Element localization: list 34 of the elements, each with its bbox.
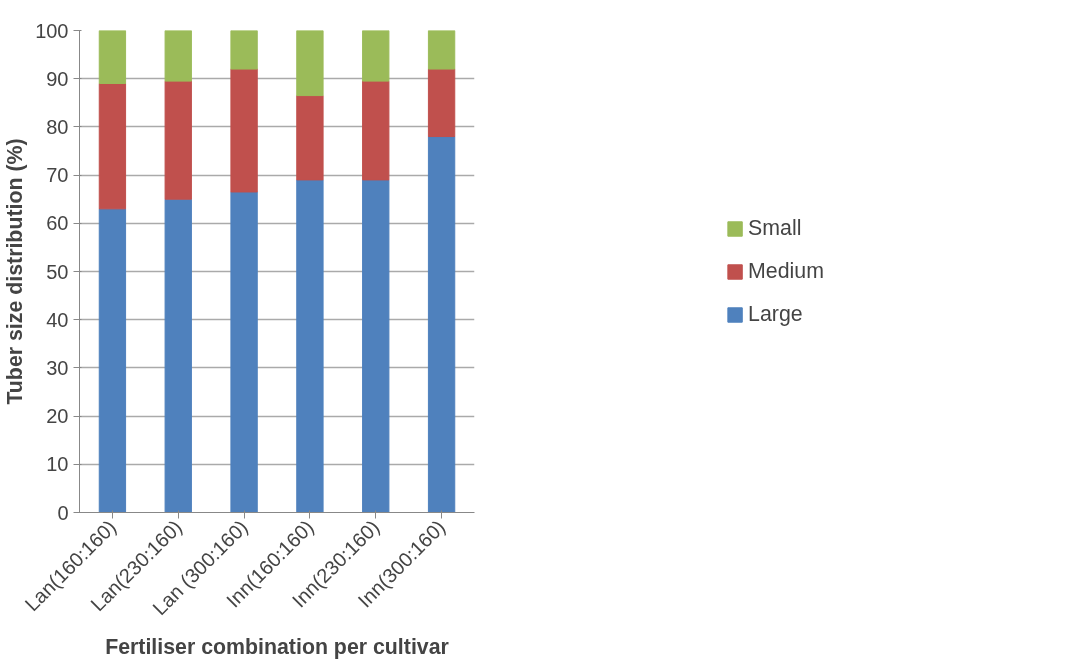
bar [296, 179, 324, 513]
bar [230, 191, 258, 513]
x-axis-title: Fertiliser combination per cultivar [105, 635, 449, 660]
bar [362, 30, 390, 82]
y-tick-label: 90 [46, 67, 69, 90]
y-tick-label: 70 [46, 164, 69, 187]
y-tick-label: 20 [46, 405, 69, 428]
y-tick-label: 100 [35, 19, 69, 42]
legend-label: Large [748, 301, 803, 327]
y-tick-label: 10 [46, 453, 69, 476]
bar [164, 198, 192, 513]
y-tick-label: 0 [57, 501, 69, 524]
bar [296, 95, 324, 181]
y-tick-label: 30 [46, 356, 69, 379]
bar [296, 30, 324, 97]
bar [164, 30, 192, 82]
bar [98, 30, 127, 85]
bar [164, 80, 192, 200]
bar [230, 68, 258, 193]
bar [98, 83, 127, 210]
bar [427, 30, 456, 70]
legend-label: Medium [748, 258, 824, 284]
y-axis-title: Tuber size distribution (%) [3, 138, 28, 405]
y-tick-label: 40 [46, 308, 69, 331]
bar [427, 136, 456, 513]
bar [98, 208, 127, 513]
y-tick-label: 60 [46, 212, 69, 235]
y-tick-label: 80 [46, 115, 69, 138]
legend-label: Small [748, 215, 802, 241]
bar [362, 80, 390, 181]
bar [427, 68, 456, 138]
bar [362, 179, 390, 513]
y-tick-label: 50 [46, 260, 69, 283]
bar [230, 30, 258, 70]
